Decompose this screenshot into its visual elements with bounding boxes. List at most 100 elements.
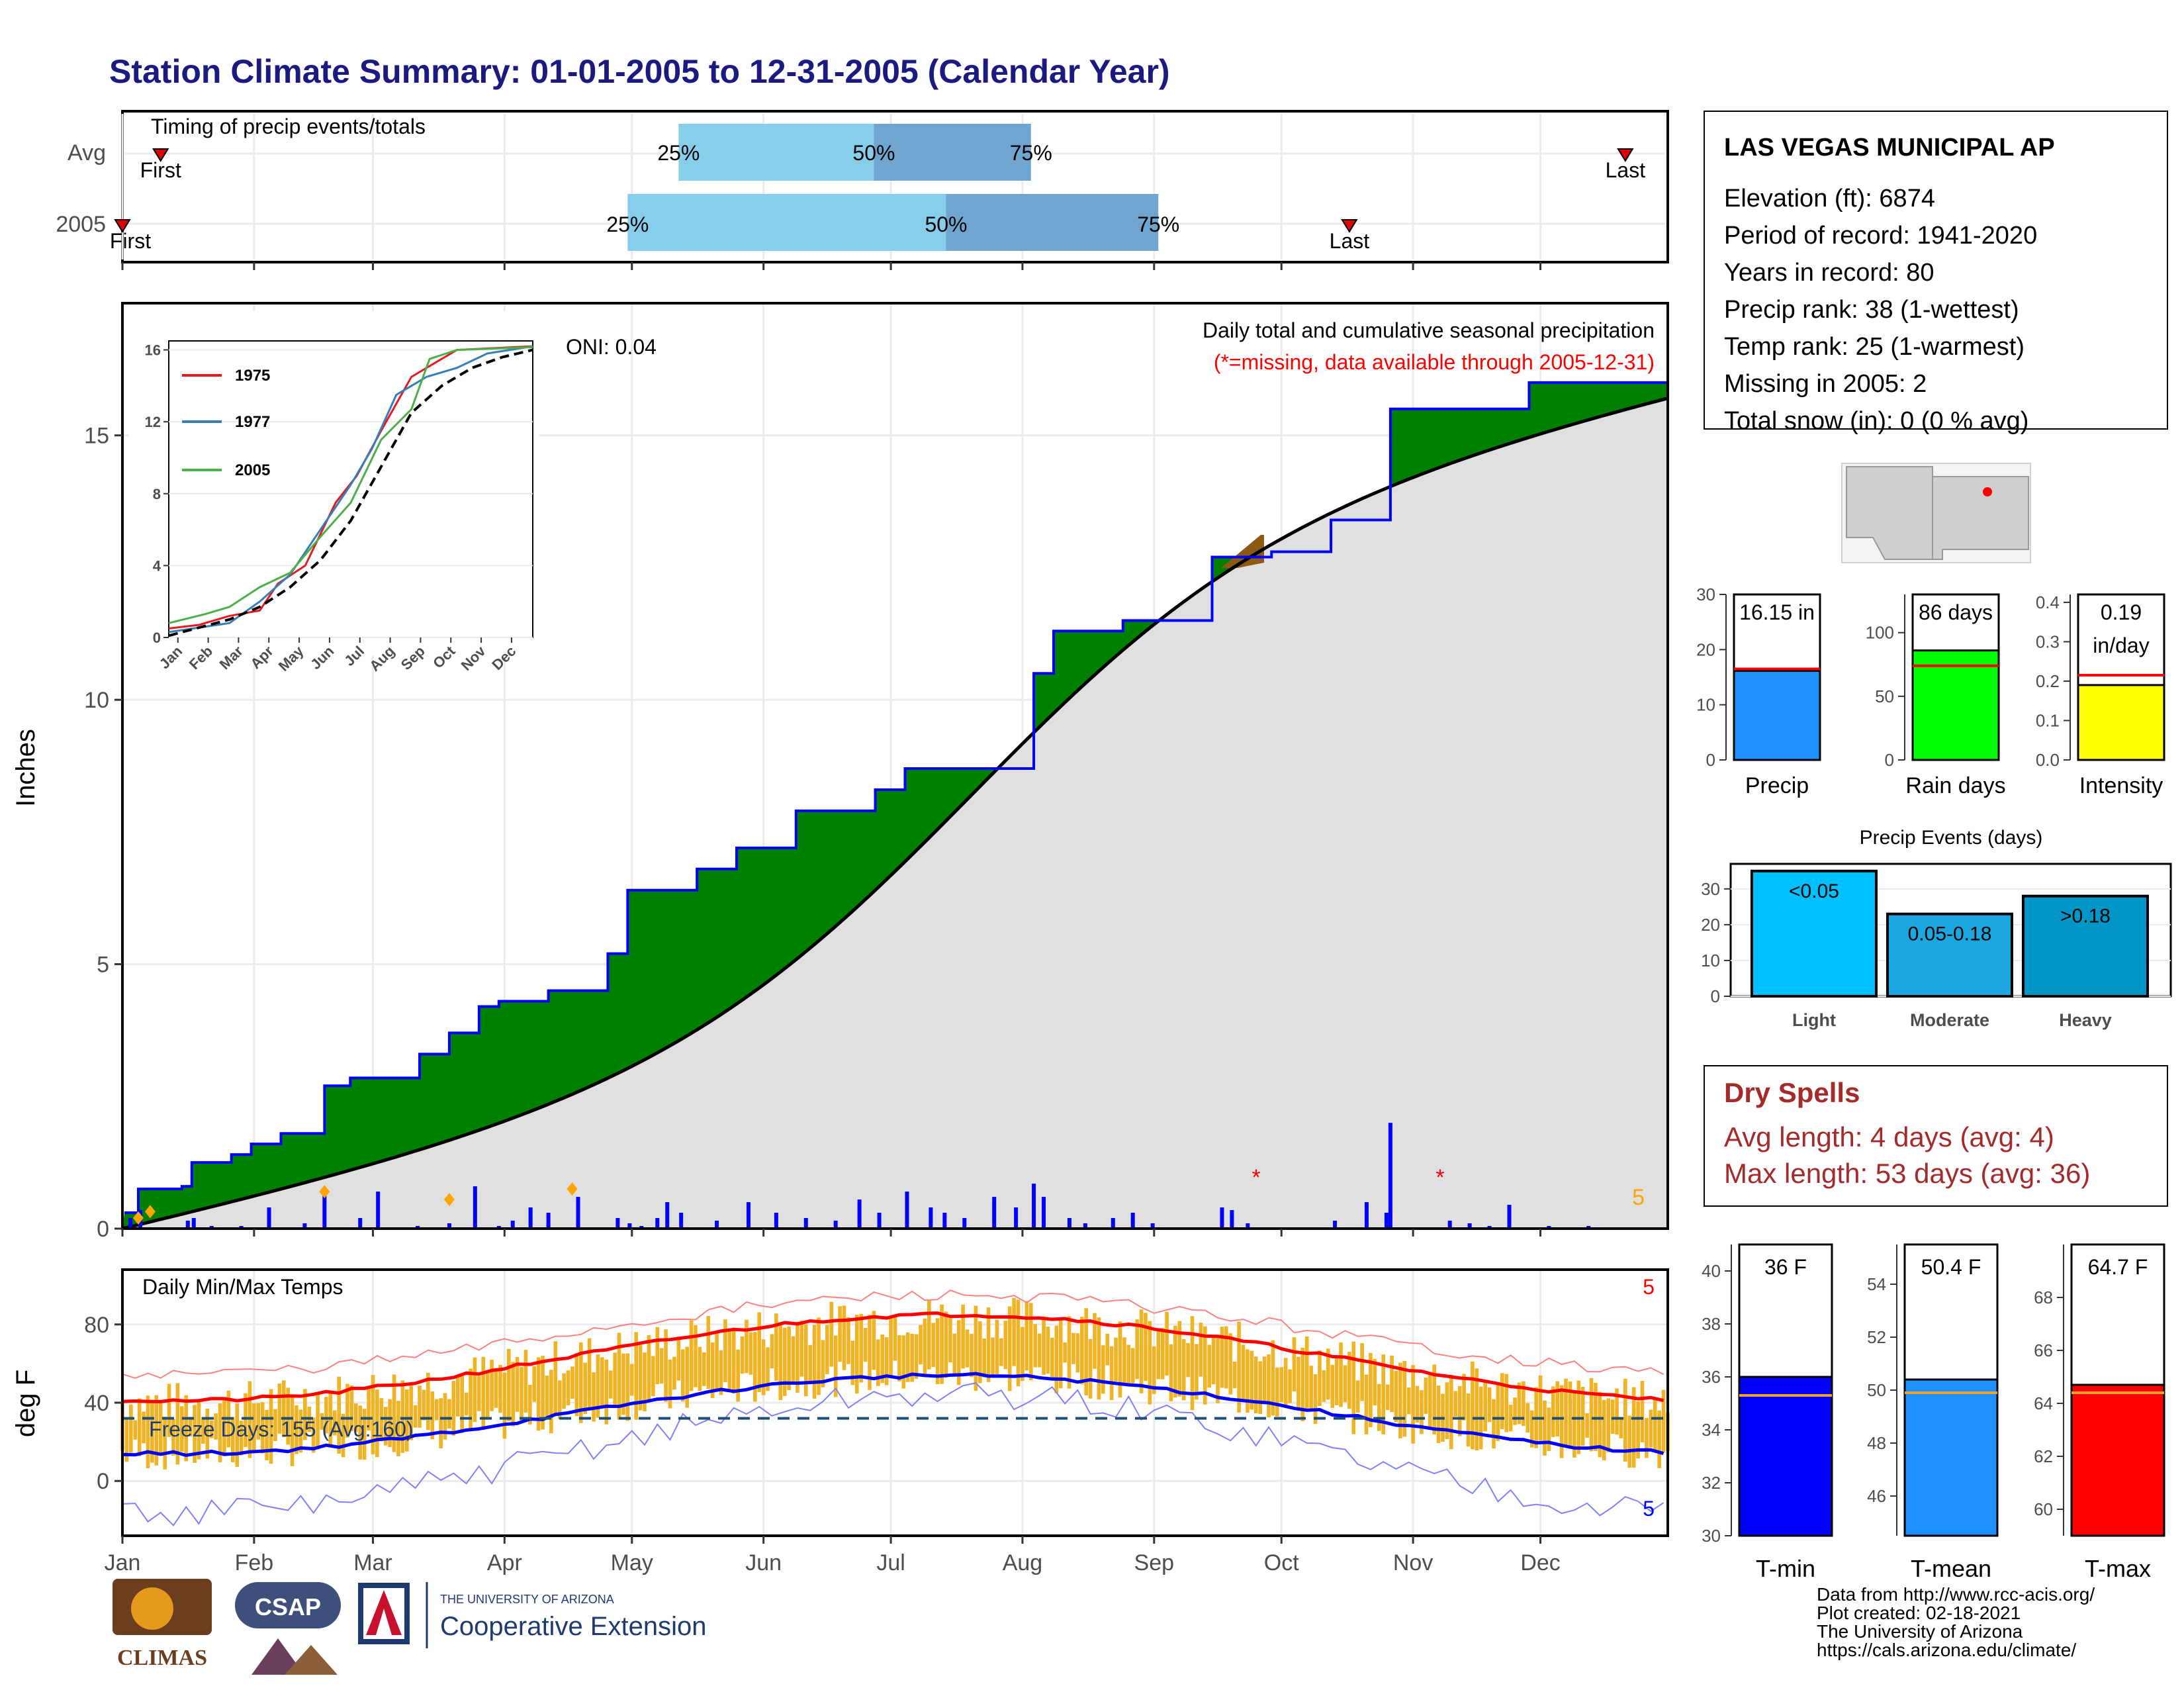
daily-temp-bar — [1398, 1362, 1402, 1438]
daily-precip-bar — [877, 1213, 882, 1229]
daily-temp-bar — [447, 1399, 451, 1429]
daily-temp-bar — [770, 1334, 774, 1369]
daily-temp-bar — [566, 1370, 570, 1405]
daily-temp-bar — [320, 1413, 324, 1430]
daily-precip-bar — [962, 1218, 967, 1229]
inset-line-1977 — [168, 345, 533, 633]
daily-temp-bar — [910, 1333, 914, 1382]
daily-temp-bar — [766, 1347, 770, 1391]
min-count: 5 — [1643, 1497, 1655, 1521]
daily-temp-bar — [664, 1329, 668, 1402]
daily-temp-bar — [523, 1350, 528, 1413]
daily-temp-bar — [1199, 1323, 1203, 1377]
daily-temp-bar — [490, 1360, 494, 1411]
daily-temp-bar — [1326, 1348, 1330, 1400]
month-tick-label: Aug — [1003, 1550, 1043, 1575]
daily-temp-bar — [850, 1340, 855, 1385]
daily-temp-bar — [485, 1372, 490, 1419]
daily-temp-bar — [1619, 1419, 1623, 1438]
daily-precip-bar — [942, 1213, 947, 1229]
average-min-line — [122, 1372, 1664, 1458]
daily-temp-bar — [723, 1319, 727, 1382]
daily-temp-bar — [1139, 1309, 1144, 1393]
daily-temp-bar — [1003, 1321, 1008, 1370]
year-q75-label: 75% — [1137, 212, 1179, 236]
daily-temp-bar — [1627, 1415, 1632, 1468]
daily-temp-bar — [1253, 1356, 1258, 1414]
csap-logo: CSAP — [235, 1582, 341, 1675]
daily-temp-bar — [774, 1313, 778, 1381]
daily-precip-bar — [358, 1218, 363, 1229]
timing-marker-triangle — [1341, 219, 1358, 233]
daily-temp-bar — [460, 1376, 464, 1433]
daily-temp-bar — [150, 1402, 154, 1463]
temp-summary-bar — [1903, 1378, 1999, 1537]
daily-temp-bar — [277, 1383, 282, 1434]
daily-temp-bar — [1390, 1355, 1394, 1413]
daily-temp-bar — [643, 1352, 647, 1412]
daily-temp-bar — [1309, 1366, 1313, 1411]
daily-temp-bar — [838, 1306, 842, 1362]
daily-precip-bar — [715, 1221, 719, 1229]
daily-temp-bar — [324, 1397, 328, 1434]
daily-temp-bar — [367, 1388, 371, 1431]
daily-temp-bar — [791, 1336, 796, 1383]
summary-bar — [1911, 649, 2000, 761]
daily-temp-bar — [345, 1383, 349, 1438]
daily-precip-bar — [1042, 1197, 1046, 1229]
daily-temp-bar — [846, 1317, 850, 1364]
daily-temp-bar — [1181, 1339, 1186, 1401]
daily-temp-bar — [952, 1333, 957, 1376]
summary-bar — [2077, 684, 2165, 761]
daily-temp-bar — [455, 1376, 460, 1417]
precip-ytick-label: 5 — [97, 953, 109, 978]
daily-temp-bar — [1500, 1373, 1504, 1430]
daily-temp-bar — [1318, 1350, 1322, 1406]
daily-temp-bar — [1369, 1352, 1373, 1428]
daily-temp-bar — [418, 1385, 422, 1428]
daily-temp-bar — [434, 1399, 439, 1421]
events-ytick-label: 30 — [1701, 879, 1720, 899]
month-tick-label: Jul — [876, 1550, 905, 1575]
daily-temp-bar — [1297, 1356, 1300, 1409]
temp-summary-bar — [1738, 1376, 1833, 1537]
daily-temp-bar — [396, 1401, 400, 1457]
daily-temp-bar — [1551, 1386, 1555, 1437]
temp-summary-ytick-label: 30 — [1702, 1526, 1721, 1546]
daily-temp-bar — [515, 1356, 520, 1412]
timing-marker-triangle — [152, 148, 169, 162]
precip-ytick-label: 15 — [84, 424, 109, 449]
inset-legend-2005: 2005 — [235, 461, 270, 479]
daily-temp-bar — [1428, 1372, 1432, 1429]
station-info-line: Temp rank: 25 (1-warmest) — [1724, 333, 2025, 361]
snow-event-marker — [132, 1211, 144, 1225]
summary-bar-label: Precip — [1745, 773, 1809, 798]
daily-temp-bar — [222, 1397, 226, 1456]
daily-temp-bar — [1513, 1397, 1517, 1425]
daily-temp-bar — [579, 1342, 583, 1423]
daily-temp-bar — [625, 1353, 630, 1421]
daily-temp-bar — [854, 1315, 859, 1394]
daily-temp-bar — [498, 1364, 502, 1413]
daily-temp-bar — [905, 1332, 910, 1382]
daily-temp-bar — [1152, 1346, 1156, 1394]
daily-temp-bar — [689, 1320, 694, 1391]
daily-precip-bar — [627, 1223, 632, 1229]
daily-temp-bar — [473, 1357, 477, 1423]
daily-temp-bar — [799, 1320, 804, 1377]
timing-label: Timing of precip events/totals — [151, 115, 426, 138]
daily-temp-bar — [1653, 1399, 1657, 1453]
daily-temp-bar — [719, 1350, 723, 1395]
daily-temp-bar — [281, 1380, 286, 1438]
daily-temp-bar — [218, 1403, 222, 1462]
events-ytick-label: 10 — [1701, 951, 1720, 970]
avg-q25-label: 25% — [657, 141, 700, 165]
daily-temp-bar — [1649, 1409, 1653, 1448]
daily-precip-bar — [992, 1197, 997, 1229]
daily-temp-bar — [948, 1318, 952, 1363]
climas-sun-mark — [131, 1587, 173, 1630]
daily-temp-bar — [1012, 1297, 1016, 1366]
daily-temp-bar — [1623, 1378, 1627, 1462]
daily-temp-bar — [956, 1320, 961, 1385]
